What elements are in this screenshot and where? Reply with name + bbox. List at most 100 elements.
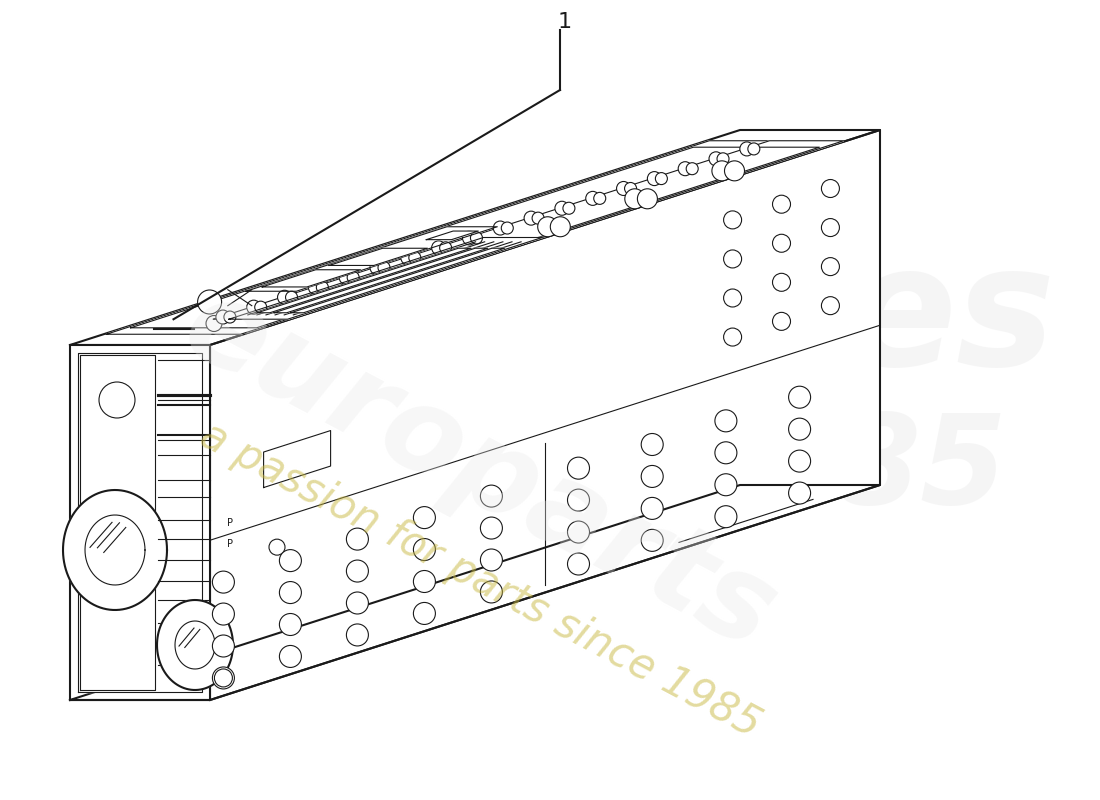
Circle shape — [772, 274, 791, 291]
Circle shape — [378, 262, 390, 274]
Polygon shape — [80, 355, 155, 690]
Circle shape — [279, 582, 301, 603]
Circle shape — [370, 261, 384, 274]
Circle shape — [724, 211, 741, 229]
Circle shape — [198, 290, 221, 314]
Circle shape — [339, 270, 353, 285]
Circle shape — [212, 635, 234, 657]
Circle shape — [400, 250, 415, 265]
Circle shape — [715, 442, 737, 464]
Circle shape — [568, 553, 590, 575]
Polygon shape — [70, 130, 880, 345]
Circle shape — [563, 202, 575, 214]
Circle shape — [789, 482, 811, 504]
Circle shape — [748, 143, 760, 155]
Circle shape — [594, 192, 606, 204]
Polygon shape — [70, 345, 210, 700]
Circle shape — [710, 152, 723, 166]
Text: es: es — [844, 238, 1056, 402]
Circle shape — [224, 311, 235, 323]
Circle shape — [656, 173, 668, 185]
Circle shape — [585, 191, 600, 206]
Circle shape — [617, 182, 630, 195]
Circle shape — [502, 222, 514, 234]
Circle shape — [348, 271, 360, 283]
Circle shape — [270, 539, 285, 555]
Circle shape — [712, 161, 732, 181]
Circle shape — [679, 162, 692, 176]
Circle shape — [648, 171, 661, 186]
Circle shape — [822, 179, 839, 198]
Polygon shape — [229, 238, 542, 319]
Circle shape — [568, 489, 590, 511]
Polygon shape — [157, 600, 233, 690]
Circle shape — [822, 297, 839, 314]
Polygon shape — [63, 490, 167, 610]
Circle shape — [440, 242, 452, 254]
Circle shape — [216, 310, 230, 324]
Circle shape — [212, 603, 234, 625]
Circle shape — [214, 669, 232, 687]
Circle shape — [789, 386, 811, 408]
Circle shape — [822, 218, 839, 237]
Circle shape — [212, 571, 234, 593]
Polygon shape — [290, 248, 505, 313]
Circle shape — [206, 315, 222, 331]
Circle shape — [346, 592, 368, 614]
Circle shape — [279, 646, 301, 667]
Circle shape — [481, 549, 503, 571]
Polygon shape — [329, 248, 428, 266]
Circle shape — [481, 485, 503, 507]
Circle shape — [772, 312, 791, 330]
Polygon shape — [262, 270, 361, 287]
Circle shape — [740, 142, 754, 156]
Circle shape — [637, 189, 658, 209]
Circle shape — [715, 410, 737, 432]
Circle shape — [725, 161, 745, 181]
Circle shape — [686, 162, 698, 174]
Text: P: P — [227, 539, 233, 550]
Text: P: P — [227, 518, 233, 528]
Polygon shape — [70, 485, 880, 700]
Circle shape — [568, 521, 590, 543]
Circle shape — [462, 231, 476, 245]
Polygon shape — [213, 141, 844, 319]
Circle shape — [346, 528, 368, 550]
Circle shape — [822, 258, 839, 276]
Circle shape — [772, 195, 791, 214]
Text: europarts: europarts — [165, 266, 795, 674]
Circle shape — [481, 581, 503, 603]
Polygon shape — [78, 353, 202, 692]
Circle shape — [641, 498, 663, 519]
Circle shape — [212, 667, 234, 689]
Circle shape — [717, 153, 729, 165]
Circle shape — [255, 301, 266, 313]
Circle shape — [625, 182, 637, 194]
Circle shape — [279, 614, 301, 635]
Circle shape — [346, 624, 368, 646]
Circle shape — [471, 232, 483, 244]
Circle shape — [772, 234, 791, 252]
Circle shape — [414, 570, 436, 593]
Text: 1: 1 — [558, 12, 572, 32]
Circle shape — [431, 241, 446, 255]
Circle shape — [724, 328, 741, 346]
Circle shape — [550, 217, 570, 237]
Polygon shape — [210, 130, 880, 700]
Polygon shape — [246, 226, 497, 291]
Circle shape — [724, 250, 741, 268]
Polygon shape — [274, 248, 487, 313]
Circle shape — [715, 506, 737, 528]
Circle shape — [641, 434, 663, 455]
Circle shape — [625, 189, 645, 209]
Polygon shape — [131, 147, 820, 328]
Polygon shape — [427, 231, 478, 240]
Text: 85: 85 — [833, 410, 1007, 530]
Circle shape — [414, 602, 436, 625]
Polygon shape — [264, 430, 331, 487]
Circle shape — [715, 474, 737, 496]
Circle shape — [317, 282, 329, 294]
Circle shape — [308, 280, 322, 294]
Circle shape — [789, 418, 811, 440]
Circle shape — [554, 202, 569, 215]
